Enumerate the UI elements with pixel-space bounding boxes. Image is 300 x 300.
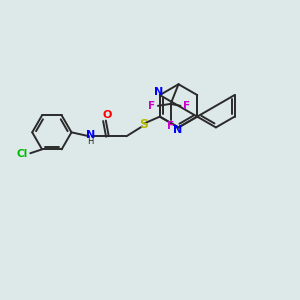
Text: H: H [87,137,93,146]
Text: S: S [139,118,148,131]
Text: O: O [102,110,112,120]
Text: N: N [173,125,182,135]
Text: N: N [154,87,164,97]
Text: N: N [85,130,95,140]
Text: F: F [148,101,156,111]
Text: F: F [167,122,174,131]
Text: F: F [183,101,190,111]
Text: Cl: Cl [17,149,28,159]
